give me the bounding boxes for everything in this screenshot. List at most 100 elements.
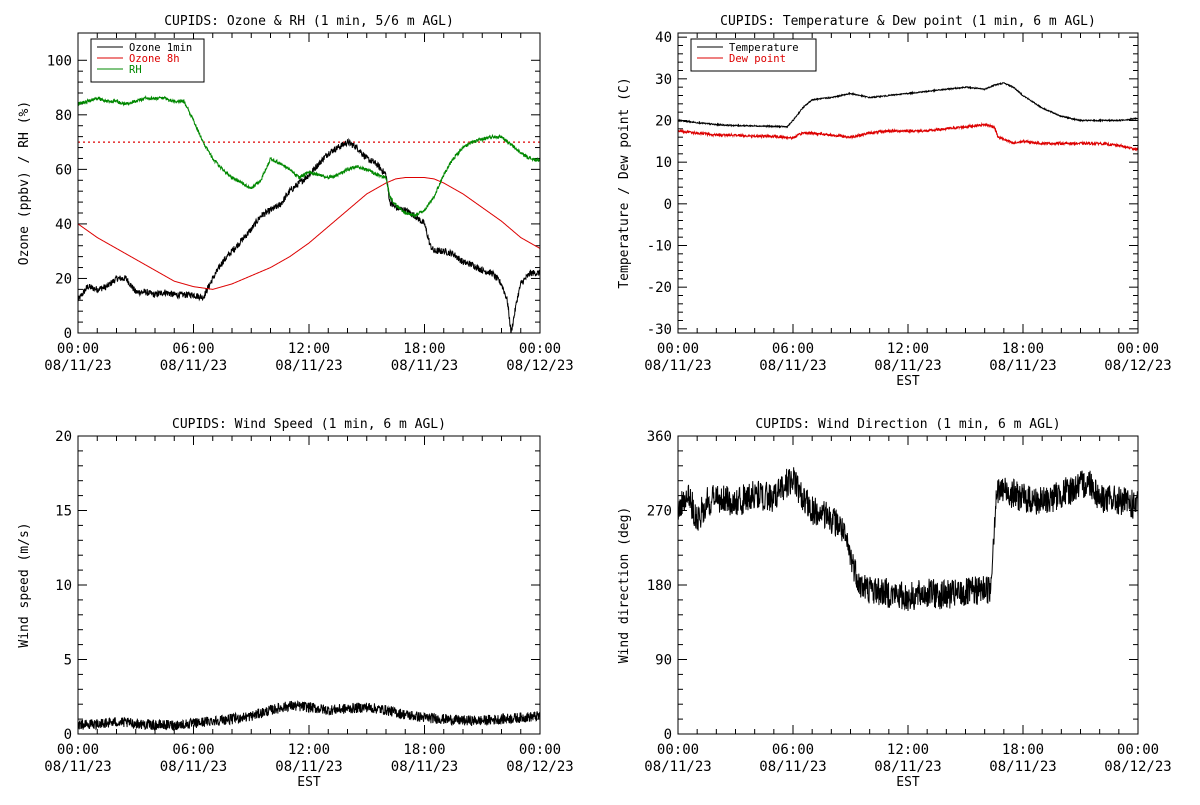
legend-label: Ozone 1min: [129, 42, 192, 54]
x-tick-label-date: 08/11/23: [275, 358, 342, 374]
series-line-rh: [78, 95, 540, 219]
x-tick-label-date: 08/11/23: [275, 759, 342, 775]
legend-box: [90, 38, 205, 83]
series-line-dew-point: [678, 121, 1138, 152]
plot-frame: [677, 32, 1139, 334]
series-line-temperature: [678, 82, 1138, 129]
y-tick-label: 15: [55, 504, 72, 520]
y-tick-label: 180: [647, 578, 672, 594]
y-tick-label: 360: [647, 429, 672, 445]
y-axis-label: Wind speed (m/s): [17, 522, 32, 647]
y-tick-label: 20: [655, 114, 672, 130]
y-tick-label: 10: [655, 155, 672, 171]
x-tick-label-time: 00:00: [57, 341, 99, 357]
x-tick-label-date: 08/11/23: [160, 759, 227, 775]
y-tick-label: -20: [647, 280, 672, 296]
x-tick-label-date: 08/11/23: [644, 358, 711, 374]
x-axis-label: EST: [896, 775, 920, 790]
chart-panel-4: CUPIDS: Wind Direction (1 min, 6 m AGL) W…: [617, 417, 1172, 790]
plot-frame: [77, 32, 541, 334]
y-tick-label: 20: [55, 271, 72, 287]
series-line-series: [78, 700, 540, 732]
x-tick-label-date: 08/11/23: [44, 759, 111, 775]
legend-label: Ozone 8h: [129, 53, 180, 65]
plot-frame: [677, 435, 1139, 735]
y-tick-label: -10: [647, 239, 672, 255]
x-tick-label-time: 12:00: [887, 341, 929, 357]
x-tick-label-time: 00:00: [519, 341, 561, 357]
x-tick-label-date: 08/12/23: [1104, 759, 1171, 775]
x-tick-label-date: 08/11/23: [391, 358, 458, 374]
y-tick-label: 40: [55, 217, 72, 233]
series-line-ozone-1min: [78, 137, 540, 333]
x-tick-label-date: 08/11/23: [989, 358, 1056, 374]
x-tick-label-date: 08/11/23: [874, 358, 941, 374]
x-tick-label-date: 08/12/23: [506, 358, 573, 374]
y-axis-label: Ozone (ppbv) / RH (%): [17, 101, 32, 265]
y-tick-label: 0: [64, 326, 72, 342]
x-tick-label-time: 18:00: [403, 742, 445, 758]
y-tick-label: 0: [664, 197, 672, 213]
y-tick-label: 20: [55, 429, 72, 445]
legend-label: Temperature: [729, 42, 799, 54]
y-tick-label: 60: [55, 162, 72, 178]
x-tick-label-date: 08/12/23: [506, 759, 573, 775]
x-axis-label: EST: [297, 775, 321, 790]
chart-title: CUPIDS: Ozone & RH (1 min, 5/6 m AGL): [164, 14, 454, 29]
x-tick-label-time: 06:00: [772, 742, 814, 758]
legend-label: Dew point: [729, 53, 786, 65]
chart-title: CUPIDS: Wind Direction (1 min, 6 m AGL): [755, 417, 1060, 432]
chart-title: CUPIDS: Wind Speed (1 min, 6 m AGL): [172, 417, 446, 432]
series-line-series: [678, 467, 1138, 611]
x-tick-label-time: 18:00: [1002, 341, 1044, 357]
x-tick-label-time: 06:00: [172, 742, 214, 758]
x-tick-label-time: 00:00: [1117, 341, 1159, 357]
chart-panel-2: CUPIDS: Temperature & Dew point (1 min, …: [617, 14, 1172, 389]
y-axis-label: Wind direction (deg): [617, 507, 632, 664]
y-axis-label: Temperature / Dew point (C): [617, 77, 632, 288]
x-tick-label-date: 08/11/23: [759, 759, 826, 775]
x-tick-label-time: 06:00: [772, 341, 814, 357]
y-tick-label: 0: [64, 727, 72, 743]
x-tick-label-time: 06:00: [172, 341, 214, 357]
y-tick-label: 5: [64, 653, 72, 669]
x-tick-label-time: 00:00: [57, 742, 99, 758]
plot-frame: [77, 435, 541, 735]
x-tick-label-time: 00:00: [519, 742, 561, 758]
x-tick-label-date: 08/12/23: [1104, 358, 1171, 374]
x-axis-label: EST: [896, 374, 920, 389]
y-tick-label: 90: [655, 653, 672, 669]
x-tick-label-date: 08/11/23: [989, 759, 1056, 775]
y-tick-label: 40: [655, 30, 672, 46]
y-tick-label: 30: [655, 72, 672, 88]
y-tick-label: 270: [647, 504, 672, 520]
x-tick-label-date: 08/11/23: [391, 759, 458, 775]
y-tick-label: 0: [664, 727, 672, 743]
legend-box: [690, 38, 817, 72]
x-tick-label-date: 08/11/23: [44, 358, 111, 374]
x-tick-label-date: 08/11/23: [759, 358, 826, 374]
y-tick-label: 80: [55, 108, 72, 124]
y-tick-label: 100: [47, 53, 72, 69]
x-tick-label-time: 00:00: [657, 742, 699, 758]
x-tick-label-time: 18:00: [1002, 742, 1044, 758]
series-line-ozone-8h: [78, 177, 540, 290]
x-tick-label-time: 00:00: [1117, 742, 1159, 758]
x-tick-label-time: 12:00: [288, 341, 330, 357]
x-tick-label-time: 18:00: [403, 341, 445, 357]
x-tick-label-time: 12:00: [887, 742, 929, 758]
chart-title: CUPIDS: Temperature & Dew point (1 min, …: [720, 14, 1096, 29]
y-tick-label: -30: [647, 322, 672, 338]
legend-label: RH: [129, 64, 142, 76]
x-tick-label-date: 08/11/23: [874, 759, 941, 775]
y-tick-label: 10: [55, 578, 72, 594]
chart-panel-3: CUPIDS: Wind Speed (1 min, 6 m AGL) Wind …: [17, 417, 574, 790]
x-tick-label-time: 00:00: [657, 341, 699, 357]
x-tick-label-time: 12:00: [288, 742, 330, 758]
chart-panel-1: CUPIDS: Ozone & RH (1 min, 5/6 m AGL) Ozo…: [17, 14, 574, 374]
x-tick-label-date: 08/11/23: [160, 358, 227, 374]
